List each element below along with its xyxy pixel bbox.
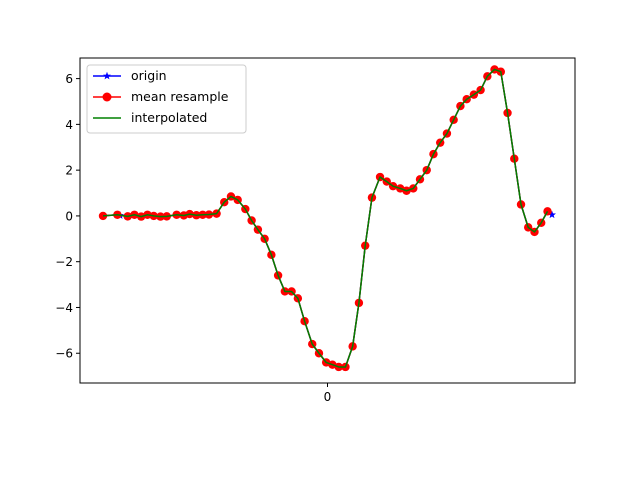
legend-mean-resample-label: mean resample	[131, 89, 229, 104]
y-tick-label: 0	[65, 209, 73, 223]
y-tick-label: 4	[65, 118, 73, 132]
legend-origin-label: origin	[131, 68, 167, 83]
x-axis: 0	[324, 383, 332, 404]
legend-origin-marker	[103, 71, 111, 80]
y-axis: −6 −4 −2 0 2 4 6	[55, 72, 80, 361]
legend: origin mean resample interpolated	[86, 64, 247, 134]
legend-box	[86, 64, 247, 134]
data-point-mean-resample	[98, 211, 108, 221]
legend-mean-resample-marker	[102, 92, 112, 102]
x-tick-label: 0	[324, 390, 332, 404]
data-point-mean-resample	[543, 207, 552, 216]
legend-interpolated-label: interpolated	[131, 110, 207, 125]
data-point-origin	[548, 210, 556, 219]
series-interpolated	[102, 68, 549, 368]
y-tick-label: 6	[65, 72, 73, 86]
y-tick-label: 2	[65, 164, 73, 178]
series-layer	[98, 65, 556, 372]
series-line-interpolated	[102, 68, 549, 368]
y-tick-label: −2	[55, 255, 73, 269]
y-tick-label: −4	[55, 301, 73, 315]
y-tick-label: −6	[55, 347, 73, 361]
